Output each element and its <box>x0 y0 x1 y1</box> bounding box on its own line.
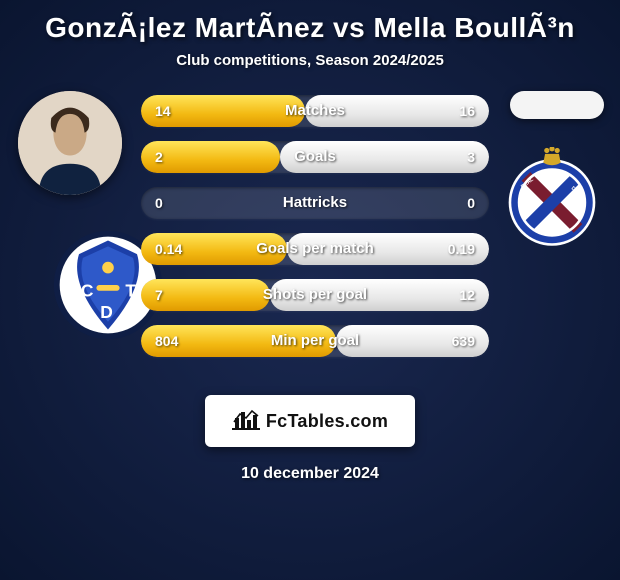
stat-fill-right <box>336 325 489 357</box>
stat-fill-right <box>280 141 489 173</box>
chart-icon <box>232 408 260 435</box>
stat-fill-left <box>141 325 336 357</box>
page-title: GonzÃ¡lez MartÃ­nez vs Mella BoullÃ³n <box>10 12 610 44</box>
stat-row-hattricks: 0 Hattricks 0 <box>141 187 489 219</box>
stat-fill-left <box>141 279 270 311</box>
stat-fill-right <box>305 95 489 127</box>
stat-label: Hattricks <box>141 187 489 219</box>
stat-fill-left <box>141 95 305 127</box>
stat-row-shots-per-goal: 7 Shots per goal 12 <box>141 279 489 311</box>
stat-row-min-per-goal: 804 Min per goal 639 <box>141 325 489 357</box>
date-text: 10 december 2024 <box>10 465 610 483</box>
stat-row-goals-per-match: 0.14 Goals per match 0.19 <box>141 233 489 265</box>
svg-text:D: D <box>100 302 113 322</box>
svg-text:C: C <box>81 281 94 301</box>
comparison-card: GonzÃ¡lez MartÃ­nez vs Mella BoullÃ³n Cl… <box>0 0 620 483</box>
stat-fill-left <box>141 141 280 173</box>
subtitle: Club competitions, Season 2024/2025 <box>10 52 610 69</box>
stat-row-matches: 14 Matches 16 <box>141 95 489 127</box>
svg-text:T: T <box>125 281 136 301</box>
stat-value-right: 0 <box>467 187 475 219</box>
stat-value-left: 0 <box>155 187 163 219</box>
stat-fill-left <box>141 233 287 265</box>
player-right-photo <box>510 91 604 119</box>
left-column: C T D <box>10 91 135 371</box>
stat-fill-right <box>287 233 489 265</box>
player-left-photo <box>18 91 122 195</box>
stats-column: 14 Matches 16 2 Goals 3 0 Hattricks 0 <box>135 91 495 357</box>
stat-row-goals: 2 Goals 3 <box>141 141 489 173</box>
main-row: C T D 14 Matches 16 2 Goals 3 <box>10 91 610 371</box>
brand-text: FcTables.com <box>266 411 388 432</box>
right-column: REAL DEP. <box>495 91 610 371</box>
brand-badge[interactable]: FcTables.com <box>205 395 415 447</box>
stat-fill-right <box>270 279 489 311</box>
club-right-logo: REAL DEP. <box>500 147 604 251</box>
